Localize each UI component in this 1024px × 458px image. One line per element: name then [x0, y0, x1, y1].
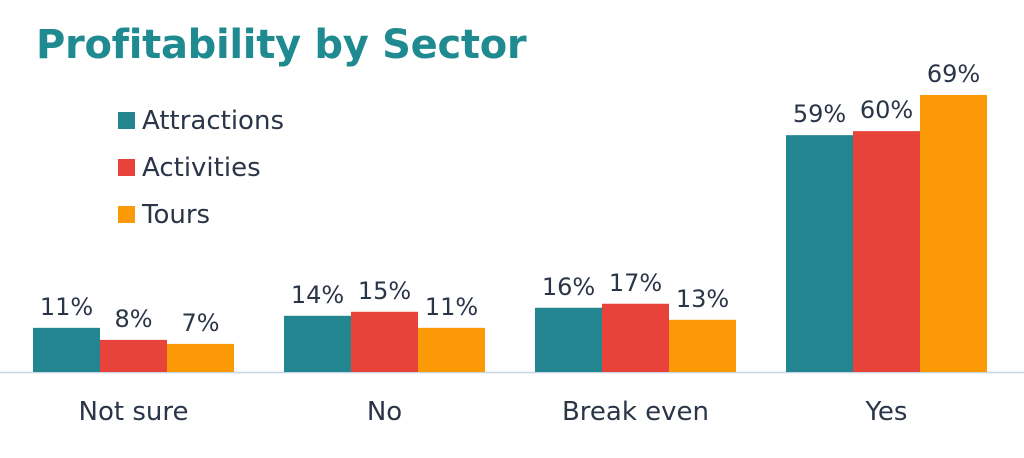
bar-tours-yes — [920, 95, 987, 372]
value-label-attractions-not-sure: 11% — [40, 293, 93, 321]
bar-group-yes: 59% 60% 69% — [786, 60, 987, 372]
bar-group-not-sure: 11% 8% 7% — [33, 293, 234, 372]
bar-attractions-break-even — [535, 307, 602, 372]
value-label-tours-no: 11% — [425, 293, 478, 321]
category-label-no: No — [367, 397, 402, 427]
legend-label-activities: Activities — [142, 153, 261, 183]
value-label-activities-yes: 60% — [860, 96, 913, 124]
bar-attractions-no — [284, 315, 351, 372]
value-label-tours-yes: 69% — [927, 60, 980, 88]
bar-tours-break-even — [669, 319, 736, 372]
bar-attractions-yes — [786, 135, 853, 372]
legend-swatch-tours — [118, 206, 135, 223]
bar-tours-no — [418, 327, 485, 372]
bar-group-break-even: 16% 17% 13% — [535, 269, 736, 372]
value-label-attractions-break-even: 16% — [542, 273, 595, 301]
bar-group-no: 14% 15% 11% — [284, 277, 485, 372]
value-label-activities-break-even: 17% — [609, 269, 662, 297]
value-label-activities-no: 15% — [358, 277, 411, 305]
bar-activities-no — [351, 311, 418, 372]
bar-activities-yes — [853, 131, 920, 372]
value-label-attractions-no: 14% — [291, 281, 344, 309]
legend-label-attractions: Attractions — [142, 106, 284, 136]
legend-swatch-attractions — [118, 112, 135, 129]
bar-attractions-not-sure — [33, 327, 100, 372]
bar-activities-break-even — [602, 303, 669, 372]
category-label-break-even: Break even — [562, 397, 709, 427]
legend-label-tours: Tours — [141, 200, 210, 230]
value-label-tours-break-even: 13% — [676, 285, 729, 313]
legend: Attractions Activities Tours — [118, 106, 284, 230]
chart-title: Profitability by Sector — [36, 22, 527, 68]
bar-activities-not-sure — [100, 339, 167, 372]
legend-swatch-activities — [118, 159, 135, 176]
bar-tours-not-sure — [167, 343, 234, 372]
value-label-attractions-yes: 59% — [793, 100, 846, 128]
category-label-not-sure: Not sure — [79, 397, 189, 427]
value-label-tours-not-sure: 7% — [181, 309, 219, 337]
category-label-yes: Yes — [865, 397, 908, 427]
value-label-activities-not-sure: 8% — [114, 305, 152, 333]
